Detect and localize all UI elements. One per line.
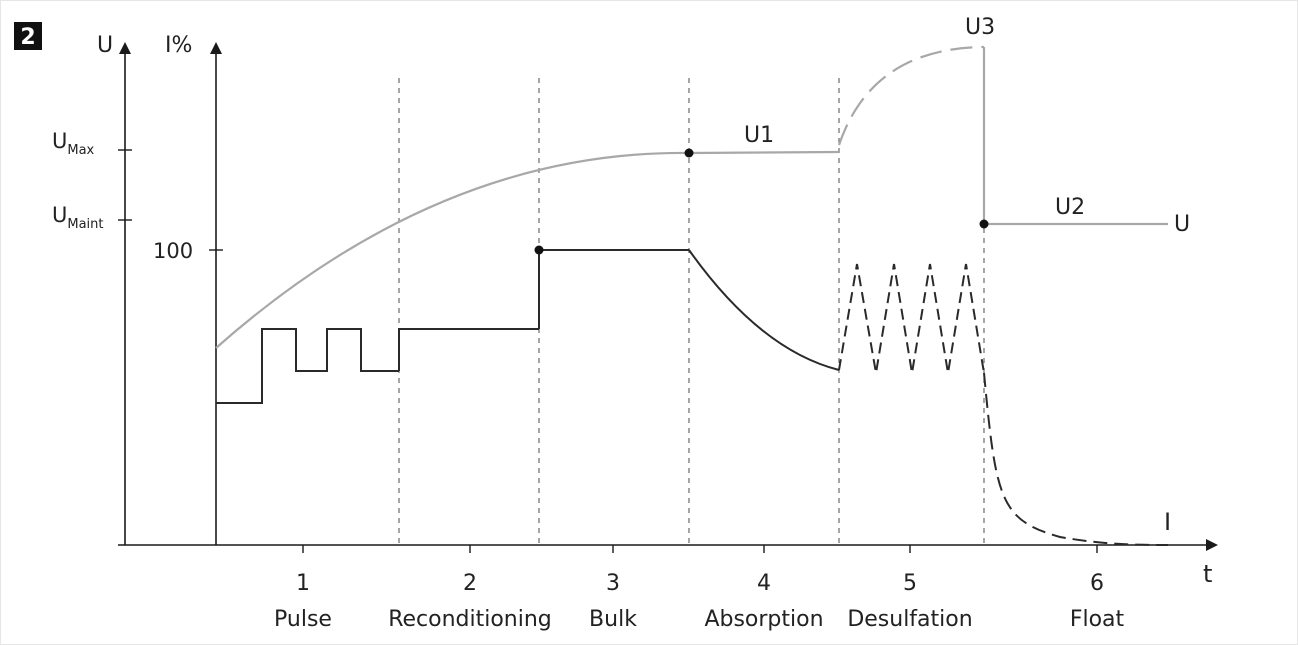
voltage-curve-u3 [837, 45, 985, 146]
stage-5-number: 5 [903, 571, 917, 596]
stage-6-number: 6 [1090, 571, 1104, 596]
current-curve-bulk [538, 249, 689, 329]
label-u1: U1 [744, 123, 774, 148]
label-current-end: I [1164, 508, 1171, 536]
current-curve-desulfation [838, 263, 985, 374]
stage-6-name: Float [1070, 607, 1125, 632]
time-axis-label: t [1203, 560, 1212, 588]
tick-label-100: 100 [153, 239, 193, 263]
stage-1-name: Pulse [274, 607, 332, 632]
voltage-curve-u1 [688, 150, 840, 155]
current-axis-label: I% [165, 33, 192, 58]
label-u3: U3 [965, 15, 995, 40]
figure-badge-number: 2 [20, 25, 35, 50]
current-curve-float [983, 372, 1169, 546]
point-bulk-start [534, 245, 544, 255]
point-u1-start [684, 148, 694, 158]
label-u2: U2 [1055, 195, 1085, 220]
tick-label-u-max: UMax [52, 129, 95, 158]
stage-4-number: 4 [757, 571, 771, 596]
current-curve-absorption [688, 249, 840, 371]
figure-badge [14, 22, 42, 50]
point-u2-start [979, 219, 989, 229]
stage-3-name: Bulk [589, 607, 637, 632]
stage-3-number: 3 [606, 571, 620, 596]
stage-1-number: 1 [296, 571, 310, 596]
voltage-curve-rise [215, 151, 690, 349]
voltage-axis-label: U [97, 33, 113, 58]
label-voltage-end: U [1174, 212, 1190, 237]
stage-4-name: Absorption [704, 607, 823, 632]
stage-5-name: Desulfation [847, 607, 972, 632]
stage-2-name: Reconditioning [388, 607, 552, 632]
current-curve-reconditioning [398, 328, 539, 371]
stage-2-number: 2 [463, 571, 477, 596]
tick-label-u-maint: UMaint [52, 203, 104, 232]
current-curve-pulse [216, 328, 399, 404]
